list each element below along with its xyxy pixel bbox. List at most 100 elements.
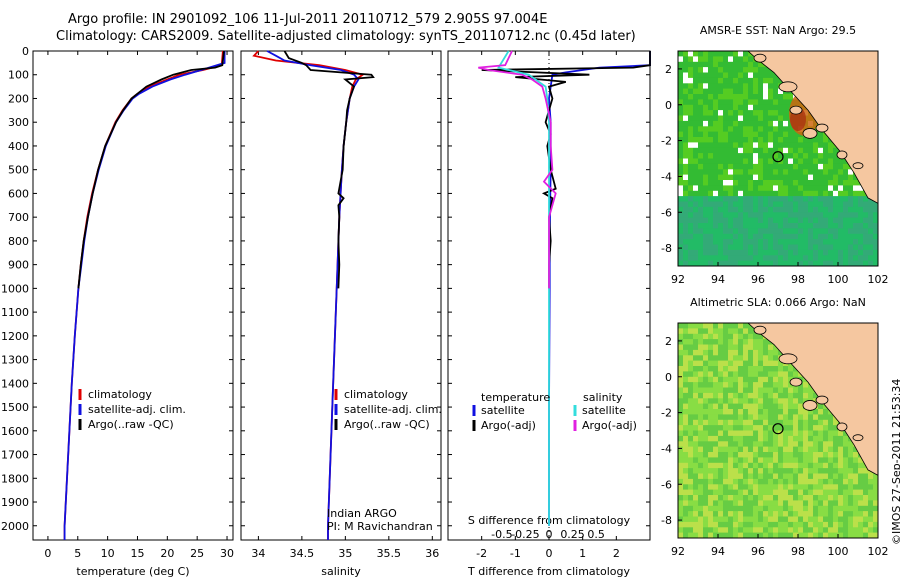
- map-cell: [683, 409, 689, 415]
- map-cell: [708, 180, 714, 186]
- map-cell: [808, 484, 814, 490]
- map-cell: [828, 260, 834, 267]
- map-cell: [783, 441, 789, 447]
- map-cell: [833, 174, 839, 181]
- map-cell: [743, 228, 749, 235]
- map-cell: [783, 120, 789, 127]
- map-cell: [718, 446, 724, 453]
- map-cell: [768, 77, 774, 84]
- map-cell: [698, 462, 704, 469]
- map-cell: [838, 223, 844, 229]
- map-cell: [873, 212, 879, 218]
- map-cell: [788, 174, 794, 181]
- map-cell: [703, 425, 709, 431]
- map-cell: [748, 419, 754, 426]
- map-cell: [718, 51, 724, 57]
- map-cell: [773, 355, 779, 361]
- map-cell: [693, 244, 699, 251]
- map-cell: [773, 190, 779, 197]
- map-cell: [783, 478, 789, 485]
- map-cell: [783, 462, 789, 469]
- map-cell: [693, 153, 699, 159]
- map-cell: [778, 99, 784, 106]
- map-cell: [818, 153, 824, 159]
- map-cell: [793, 153, 799, 159]
- map-cell: [843, 239, 849, 245]
- map-cell: [793, 457, 799, 464]
- map-cell: [768, 255, 774, 261]
- map-cell: [783, 511, 789, 517]
- map-cell: [803, 430, 809, 437]
- map-cell: [788, 376, 794, 383]
- map-cell: [718, 323, 724, 329]
- map-cell: [708, 158, 714, 165]
- map-cell: [763, 77, 769, 84]
- map-cell: [733, 56, 739, 63]
- map-cell: [818, 137, 824, 143]
- map-cell: [708, 142, 714, 149]
- map-y-tick-label: -4: [661, 170, 672, 183]
- map-cell: [733, 153, 739, 159]
- map-cell: [858, 212, 864, 218]
- map-cell: [733, 457, 739, 464]
- map-cell: [863, 196, 869, 202]
- y-tick-label: 1900: [1, 496, 29, 509]
- map-cell: [798, 190, 804, 197]
- map-cell: [698, 56, 704, 63]
- map-cell: [823, 228, 829, 235]
- map-cell: [688, 392, 694, 399]
- map-cell: [698, 392, 704, 399]
- map-cell: [758, 169, 764, 175]
- map-cell: [763, 185, 769, 192]
- map-cell: [698, 473, 704, 480]
- map-cell: [743, 392, 749, 399]
- map-cell: [743, 77, 749, 84]
- map-cell: [753, 201, 759, 208]
- map-cell: [863, 527, 869, 533]
- map-cell: [833, 163, 839, 170]
- map-cell: [738, 414, 744, 421]
- map-cell: [773, 532, 779, 539]
- map-cell: [718, 468, 724, 474]
- map-cell: [848, 505, 854, 512]
- map-cell: [788, 190, 794, 197]
- map-cell: [678, 387, 684, 394]
- map-cell: [753, 409, 759, 415]
- map-cell: [748, 441, 754, 447]
- map-cell: [863, 489, 869, 496]
- map-cell: [803, 212, 809, 218]
- map-cell: [853, 255, 859, 261]
- map-cell: [783, 104, 789, 111]
- map-cell: [713, 169, 719, 175]
- map-cell: [773, 452, 779, 458]
- map-cell: [793, 409, 799, 415]
- map-cell: [813, 419, 819, 426]
- map-cell: [793, 403, 799, 410]
- map-cell: [728, 446, 734, 453]
- map-cell: [863, 484, 869, 490]
- map-cell: [738, 360, 744, 367]
- map-cell: [838, 233, 844, 240]
- map-cell: [678, 88, 684, 95]
- map-cell: [798, 462, 804, 469]
- map-cell: [728, 339, 734, 345]
- map-cell: [758, 457, 764, 464]
- map-cell: [793, 206, 799, 213]
- map-cell: [678, 328, 684, 335]
- map-cell: [678, 260, 684, 267]
- map-cell: [853, 446, 859, 453]
- map-cell: [718, 452, 724, 458]
- map-cell: [778, 435, 784, 442]
- map-cell: [703, 505, 709, 512]
- legend-label: satellite-adj. clim.: [344, 403, 442, 416]
- map-cell: [823, 478, 829, 485]
- map-cell: [818, 435, 824, 442]
- map-title: Altimetric SLA: 0.066 Argo: NaN: [690, 296, 866, 309]
- map-cell: [683, 61, 689, 68]
- map-cell: [873, 249, 879, 256]
- map-cell: [768, 473, 774, 480]
- map-cell: [853, 484, 859, 490]
- map-cell: [833, 201, 839, 208]
- map-cell: [748, 366, 754, 372]
- map-cell: [693, 239, 699, 245]
